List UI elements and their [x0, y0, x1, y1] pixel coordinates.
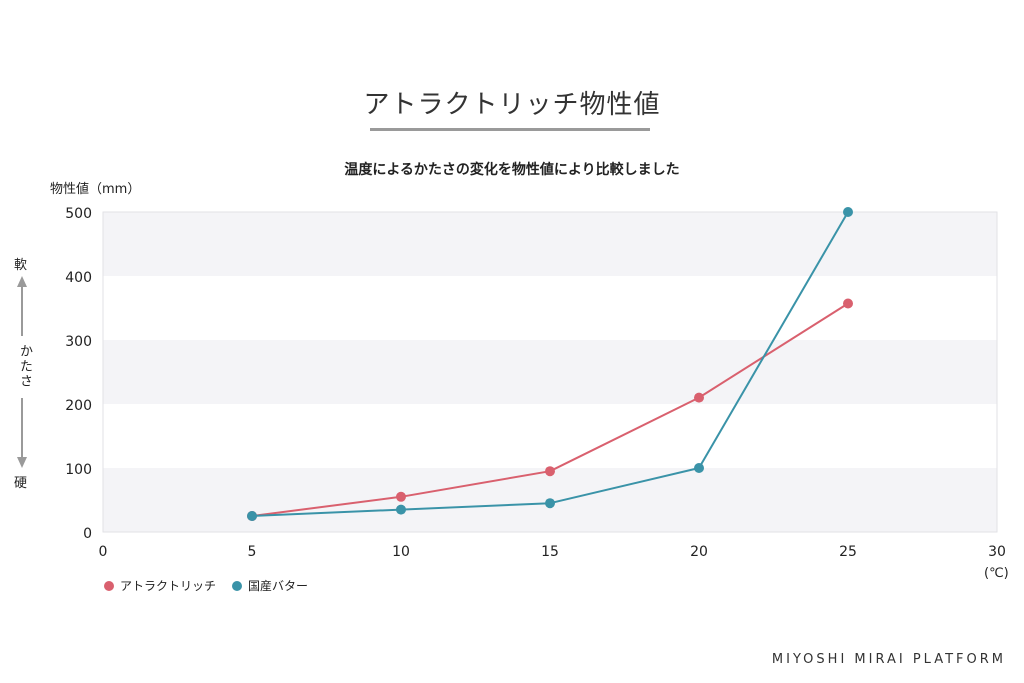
plot-band — [103, 340, 997, 404]
brand-name: MIYOSHI MIRAI PLATFORM — [771, 652, 1006, 667]
chart-title: 温度によるかたさの変化を物性値により比較しました — [344, 162, 680, 178]
x-tick-label: 25 — [839, 544, 857, 560]
y-tick-label: 0 — [83, 526, 92, 542]
y-tick-label: 200 — [65, 398, 92, 414]
legend-label-attractrich: アトラクトリッチ — [120, 579, 217, 593]
data-point — [843, 207, 853, 217]
plot-band — [103, 212, 997, 276]
hardness-label: かたさ — [17, 344, 32, 389]
y-tick-label: 300 — [65, 334, 92, 350]
data-point — [545, 498, 555, 509]
legend-marker-attractrich — [104, 580, 114, 591]
legend: アトラクトリッチ 国産バター — [104, 577, 308, 594]
legend-item-domestic-butter: 国産バター — [232, 577, 308, 594]
x-tick-label: 10 — [392, 544, 410, 560]
y-axis-label: 物性値（mm） — [50, 182, 141, 197]
data-point — [396, 504, 406, 515]
data-point — [396, 491, 406, 502]
data-point — [694, 463, 704, 473]
title-underline — [370, 128, 650, 131]
x-axis-unit: (℃) — [984, 566, 1009, 581]
x-tick-label: 5 — [248, 544, 257, 560]
x-tick-label: 15 — [541, 544, 559, 560]
hardness-scale-arrow — [17, 276, 27, 468]
y-tick-label: 500 — [65, 206, 92, 222]
plot-band — [103, 276, 997, 340]
x-tick-label: 20 — [690, 544, 708, 560]
legend-label-domestic-butter: 国産バター — [248, 579, 309, 593]
legend-item-attractrich: アトラクトリッチ — [104, 577, 216, 594]
data-point — [694, 392, 704, 403]
y-tick-label: 400 — [65, 270, 92, 286]
data-point — [843, 298, 853, 309]
page-title: アトラクトリッチ物性値 — [363, 90, 661, 120]
legend-marker-domestic-butter — [232, 580, 243, 591]
y-tick-label: 100 — [65, 462, 92, 478]
data-point — [545, 466, 555, 477]
plot-band — [103, 404, 997, 468]
x-tick-label: 0 — [99, 544, 108, 560]
hardness-bottom-label: 硬 — [14, 476, 28, 491]
x-tick-label: 30 — [988, 544, 1006, 560]
plot-frame — [102, 211, 998, 533]
data-point — [247, 511, 257, 521]
softness-label: 軟 — [14, 258, 28, 273]
